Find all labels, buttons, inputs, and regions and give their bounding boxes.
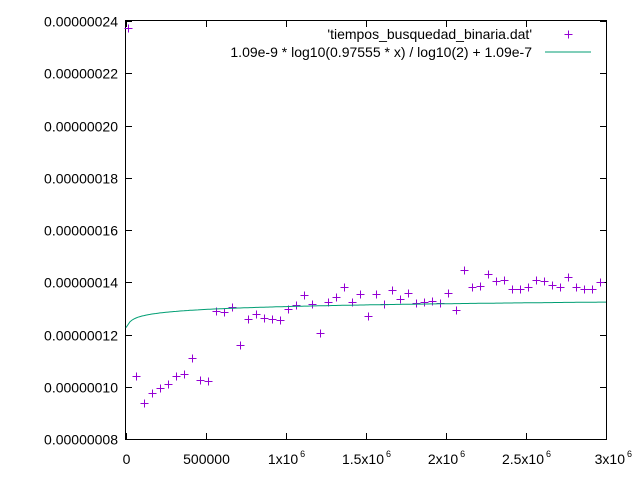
data-point: [500, 276, 509, 285]
x-tick-label: 2x10 6: [428, 449, 465, 467]
plot-frame: [125, 20, 607, 440]
x-tick-label-base: 1x10: [268, 451, 299, 467]
x-tick-label-base: 500000: [183, 451, 230, 467]
data-point: [132, 372, 141, 381]
y-tick-label: 0.00000018: [44, 171, 118, 187]
data-point: [484, 270, 493, 279]
data-point: [492, 277, 501, 286]
x-tick-label: 1x10 6: [268, 449, 305, 467]
data-point: [292, 301, 301, 310]
x-tick-label: 0: [123, 451, 131, 467]
y-tick-label: 0.00000020: [44, 119, 118, 135]
data-point: [252, 310, 261, 319]
data-point: [556, 283, 565, 292]
data-point: [124, 24, 133, 33]
data-point: [188, 354, 197, 363]
data-point: [364, 312, 373, 321]
y-tick-label: 0.00000022: [44, 66, 118, 82]
x-tick-label-base: 1.5x10: [342, 451, 384, 467]
x-tick-label: 500000: [183, 451, 230, 467]
data-point: [580, 285, 589, 294]
data-point: [460, 266, 469, 275]
x-tick-label-exponent: 6: [460, 449, 465, 459]
data-point: [412, 299, 421, 308]
data-point: [268, 315, 277, 324]
data-point: [444, 289, 453, 298]
x-tick-label-exponent: 6: [300, 449, 305, 459]
data-point: [308, 300, 317, 309]
data-point: [564, 273, 573, 282]
data-point: [540, 277, 549, 286]
legend: 'tiempos_busquedad_binaria.dat' 1.09e-9 …: [230, 26, 591, 60]
data-point: [244, 315, 253, 324]
x-tick-label-base: 2.5x10: [502, 451, 544, 467]
data-point: [236, 341, 245, 350]
data-point: [204, 377, 213, 386]
fit-line: [125, 301, 606, 328]
data-point: [316, 329, 325, 338]
x-tick-label-base: 3x10: [595, 451, 626, 467]
data-point: [548, 281, 557, 290]
data-point: [300, 291, 309, 300]
legend-plus-marker: [564, 30, 573, 39]
y-tick-label: 0.00000024: [44, 14, 118, 30]
data-point: [532, 276, 541, 285]
y-tick-label: 0.00000012: [44, 328, 118, 344]
x-tick-label-exponent: 6: [546, 449, 551, 459]
y-tick-label: 0.00000008: [44, 432, 118, 448]
fit-line-series: [125, 301, 606, 328]
data-point: [452, 306, 461, 315]
data-point: [332, 293, 341, 302]
data-point: [356, 290, 365, 299]
data-points-series: [124, 24, 605, 408]
data-point: [572, 283, 581, 292]
legend-marker-points: [564, 30, 573, 39]
data-point: [228, 303, 237, 312]
data-point: [156, 384, 165, 393]
data-point: [508, 285, 517, 294]
legend-label-points: 'tiempos_busquedad_binaria.dat': [327, 26, 532, 42]
data-point: [180, 370, 189, 379]
x-tick-label-base: 0: [123, 451, 131, 467]
data-point: [404, 289, 413, 298]
data-point: [588, 285, 597, 294]
data-point: [516, 285, 525, 294]
data-point: [260, 314, 269, 323]
data-point: [140, 399, 149, 408]
x-tick-label: 2.5x10 6: [502, 449, 551, 467]
data-point: [148, 389, 157, 398]
data-point: [388, 286, 397, 295]
data-point: [420, 298, 429, 307]
data-point: [164, 380, 173, 389]
data-point: [396, 295, 405, 304]
x-tick-label: 1.5x10 6: [342, 449, 391, 467]
data-point: [196, 376, 205, 385]
data-point: [468, 283, 477, 292]
x-tick-label-base: 2x10: [428, 451, 459, 467]
data-point: [276, 316, 285, 325]
x-tick-label: 3x10 6: [595, 449, 632, 467]
data-point: [524, 283, 533, 292]
y-tick-label: 0.00000016: [44, 223, 118, 239]
data-point: [372, 290, 381, 299]
y-tick-label: 0.00000014: [44, 275, 118, 291]
axis-ticks: 0.00000008 0.00000010 0.00000012 0.00000014…: [44, 14, 632, 468]
data-point: [172, 372, 181, 381]
data-point: [220, 308, 229, 317]
data-point: [340, 283, 349, 292]
data-point: [476, 282, 485, 291]
x-tick-label-exponent: 6: [627, 449, 632, 459]
legend-label-fit: 1.09e-9 * log10(0.97555 * x) / log10(2) …: [230, 44, 532, 60]
x-tick-label-exponent: 6: [386, 449, 391, 459]
y-tick-label: 0.00000010: [44, 380, 118, 396]
data-point: [596, 278, 605, 287]
